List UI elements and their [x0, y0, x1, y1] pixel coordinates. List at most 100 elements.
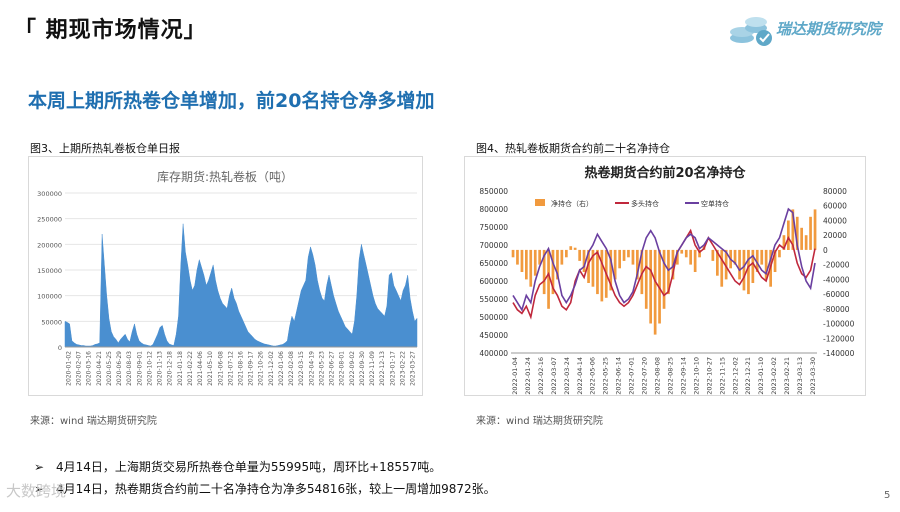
x-tick-label: 2022-04-14 — [576, 357, 584, 395]
x-tick-label: 2022-09-14 — [679, 357, 687, 395]
x-tick-label: 2021-12-02 — [268, 351, 275, 386]
y-tick-label: 850000 — [479, 187, 508, 196]
inventory-chart: 库存期货:热轧卷板（吨） 0 50000 100000 150000 200000 2500… — [37, 169, 418, 386]
x-tick-label: 2022-08-25 — [666, 357, 674, 395]
net-position-bar — [716, 249, 719, 276]
x-tick-label: 2021-08-16 — [238, 351, 245, 386]
x-tick-label: 2022-08-01 — [339, 351, 346, 386]
x-tick-label: 2022-09-30 — [359, 351, 366, 386]
x-tick-label: 2022-11-15 — [718, 357, 726, 395]
net-position-bar — [533, 249, 537, 276]
net-position-bar — [662, 249, 666, 309]
net-position-bar — [609, 249, 613, 291]
net-position-bar — [565, 249, 568, 258]
x-tick-label: 2020-06-29 — [116, 351, 123, 386]
x-tick-label: 2020-03-16 — [86, 351, 93, 386]
y2-tick-label: -60000 — [823, 290, 850, 299]
x-tick-label: 2022-11-09 — [369, 351, 376, 386]
y2-tick-label: -80000 — [823, 305, 850, 314]
legend-label: 多头持仓 — [631, 199, 659, 208]
net-position-bar — [600, 249, 604, 302]
y2-tick-label: -20000 — [823, 261, 850, 270]
net-position-bar — [653, 249, 657, 335]
coin-stack-icon — [730, 17, 772, 46]
x-tick-label: 2022-07-01 — [628, 357, 636, 395]
net-position-bar — [698, 249, 701, 258]
net-position-bar — [782, 235, 786, 250]
right-source: 来源：wind 瑞达期货研究院 — [476, 416, 603, 427]
bullet-1-text: 4月14日，上海期货交易所热卷仓单量为55995吨，周环比+18557吨。 — [56, 460, 442, 474]
x-tick-label: 2022-02-08 — [288, 351, 295, 386]
watermark: 大数跨境 — [6, 482, 67, 500]
x-tick-label: 2022-05-06 — [589, 357, 597, 395]
net-position-bar — [520, 249, 524, 272]
net-position-bar — [649, 249, 652, 324]
legend-swatch — [535, 199, 545, 206]
net-position-bar — [525, 249, 528, 280]
y-tick-label: 50000 — [41, 318, 62, 326]
net-position-bar — [560, 249, 564, 265]
net-position-bar — [573, 247, 577, 250]
x-tick-label: 2020-05-25 — [106, 351, 113, 386]
x-tick-label: 2022-07-20 — [641, 357, 649, 395]
x-tick-label: 2022-01-06 — [278, 351, 285, 386]
x-tick-label: 2021-05-10 — [207, 351, 214, 386]
x-tick-label: 2023-01-10 — [757, 357, 765, 395]
net-position-bar — [676, 249, 679, 265]
y-tick-label: 100000 — [37, 293, 62, 301]
bullet-2-text: 4月14日，热卷期货合约前二十名净持仓为净多54816张，较上一周增加9872张… — [56, 482, 496, 496]
net-position-bar — [542, 249, 546, 295]
x-tick-label: 2023-03-30 — [809, 357, 817, 395]
y-tick-label: 600000 — [479, 277, 508, 286]
x-tick-label: 2021-10-26 — [258, 351, 265, 386]
net-position-bar — [551, 249, 555, 295]
x-tick-label: 2021-06-08 — [217, 351, 224, 386]
net-position-bar — [587, 249, 590, 283]
y-tick-label: 750000 — [479, 223, 508, 232]
y2-tick-label: -140000 — [823, 349, 855, 358]
headline: 本周上期所热卷仓单增加，前20名持仓净多增加 — [28, 90, 435, 112]
net-position-bar — [755, 249, 759, 272]
x-tick-label: 2022-06-14 — [615, 357, 623, 395]
net-position-bar — [751, 249, 755, 283]
x-tick-label: 2022-09-02 — [349, 351, 356, 386]
x-tick-label: 2021-07-12 — [227, 351, 234, 386]
net-position-bar — [684, 249, 688, 258]
x-tick-label: 2022-12-13 — [379, 351, 386, 386]
net-position-bar — [622, 249, 626, 261]
x-tick-label: 2022-08-08 — [654, 357, 662, 395]
left-panel-caption: 图3、上期所热轧卷板仓单日报 — [30, 142, 180, 155]
position-chart: 热卷期货合约前20名净持仓400000450000500000550000600… — [479, 165, 855, 395]
y-tick-label: 0 — [58, 344, 62, 352]
net-position-bar — [773, 249, 777, 272]
net-position-bar — [778, 249, 781, 258]
net-position-bar — [693, 249, 697, 272]
net-position-bar — [809, 216, 812, 250]
x-tick-label: 2023-01-17 — [389, 351, 396, 386]
net-position-bar — [636, 249, 639, 280]
x-tick-label: 2022-05-25 — [602, 357, 610, 395]
x-tick-label: 2022-12-02 — [731, 357, 739, 395]
y2-tick-label: 0 — [823, 246, 828, 255]
x-tick-label: 2022-02-16 — [537, 357, 545, 395]
net-position-bar — [644, 249, 648, 309]
y2-tick-label: 20000 — [823, 231, 847, 240]
net-position-bar — [627, 249, 630, 258]
logo — [730, 17, 772, 46]
y-tick-label: 250000 — [37, 216, 62, 224]
net-position-bar — [787, 220, 790, 250]
net-position-bar — [795, 216, 799, 250]
chart-title: 库存期货:热轧卷板（吨） — [157, 169, 293, 184]
y2-tick-label: 60000 — [823, 202, 847, 211]
x-tick-label: 2023-02-21 — [783, 357, 791, 395]
y-tick-label: 700000 — [479, 241, 508, 250]
x-tick-label: 2020-11-13 — [157, 351, 164, 386]
x-tick-label: 2020-09-01 — [136, 351, 143, 386]
net-position-bar — [711, 249, 715, 261]
x-tick-label: 2022-01-04 — [511, 357, 519, 395]
net-position-bar — [720, 249, 724, 287]
y-tick-label: 400000 — [479, 349, 508, 358]
legend-label: 空单持仓 — [701, 199, 729, 208]
y-tick-label: 150000 — [37, 267, 62, 275]
x-tick-label: 2021-01-18 — [177, 351, 184, 386]
